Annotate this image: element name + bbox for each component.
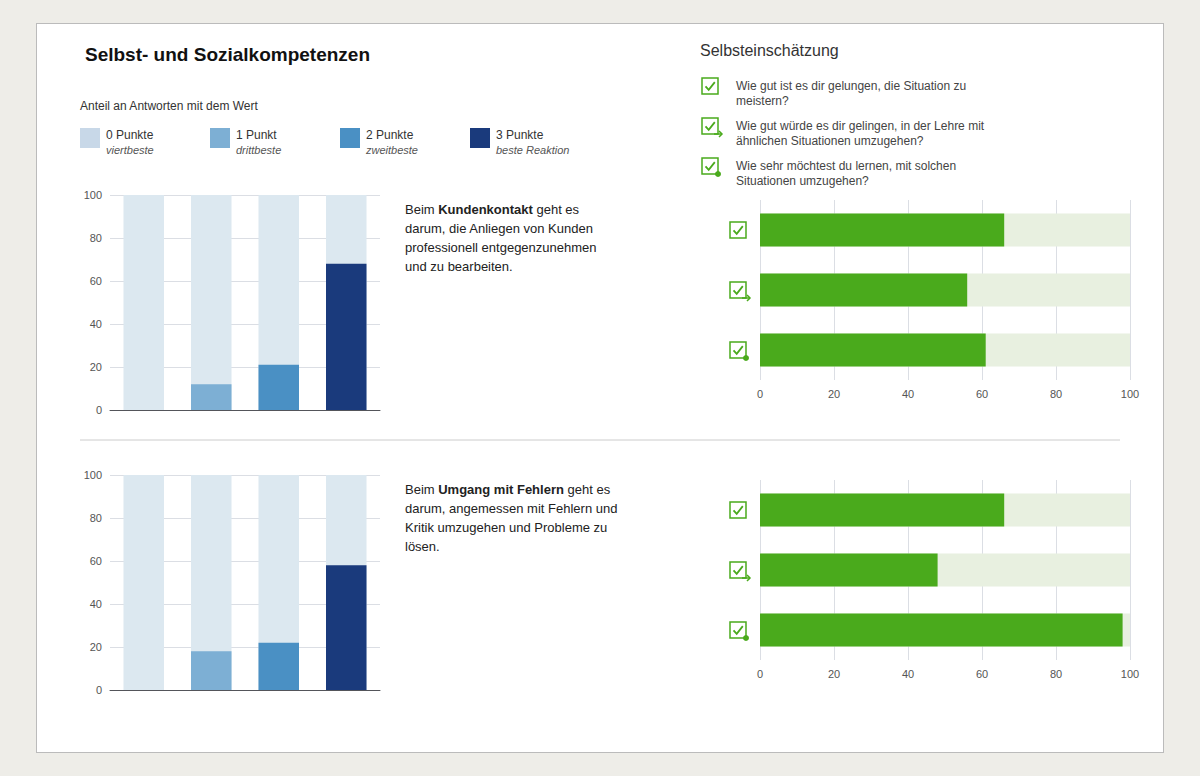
svg-text:geht es: geht es: [564, 482, 611, 497]
svg-text:Beim: Beim: [405, 482, 438, 497]
svg-text:Selbst- und Sozialkompetenzen: Selbst- und Sozialkompetenzen: [85, 44, 370, 65]
svg-text:80: 80: [90, 512, 102, 524]
svg-text:60: 60: [90, 275, 102, 287]
svg-text:zweitbeste: zweitbeste: [365, 144, 418, 156]
svg-text:80: 80: [1050, 668, 1062, 680]
svg-text:20: 20: [828, 388, 840, 400]
svg-text:und zu bearbeiten.: und zu bearbeiten.: [405, 259, 513, 274]
svg-text:60: 60: [976, 388, 988, 400]
svg-text:professionell entgegenzunehmen: professionell entgegenzunehmen: [405, 240, 597, 255]
svg-text:0 Punkte: 0 Punkte: [106, 128, 154, 142]
svg-text:3 Punkte: 3 Punkte: [496, 128, 544, 142]
svg-text:100: 100: [84, 189, 102, 201]
svg-text:80: 80: [90, 232, 102, 244]
svg-text:20: 20: [828, 668, 840, 680]
svg-text:0: 0: [757, 388, 763, 400]
svg-text:Beim: Beim: [405, 202, 438, 217]
svg-text:40: 40: [90, 598, 102, 610]
svg-text:Situationen umzugehen?: Situationen umzugehen?: [736, 174, 869, 188]
svg-text:0: 0: [757, 668, 763, 680]
svg-text:Selbsteinschätzung: Selbsteinschätzung: [700, 42, 839, 59]
svg-text:0: 0: [96, 684, 102, 696]
svg-text:Wie gut ist es dir gelungen, d: Wie gut ist es dir gelungen, die Situati…: [736, 79, 966, 93]
svg-text:darum, angemessen mit Fehlern: darum, angemessen mit Fehlern und: [405, 501, 617, 516]
svg-text:40: 40: [902, 668, 914, 680]
svg-text:drittbeste: drittbeste: [236, 144, 281, 156]
svg-text:viertbeste: viertbeste: [106, 144, 154, 156]
svg-text:Anteil an Antworten mit dem We: Anteil an Antworten mit dem Wert: [80, 99, 259, 113]
svg-text:Umgang mit Fehlern: Umgang mit Fehlern: [438, 482, 564, 497]
svg-text:ähnlichen Situationen umzugehe: ähnlichen Situationen umzugehen?: [736, 134, 924, 148]
svg-text:lösen.: lösen.: [405, 539, 440, 554]
svg-text:100: 100: [1121, 668, 1139, 680]
svg-text:Wie gut würde es dir gelingen,: Wie gut würde es dir gelingen, in der Le…: [736, 119, 985, 133]
svg-text:meistern?: meistern?: [736, 94, 789, 108]
svg-text:darum, die Anliegen von Kunden: darum, die Anliegen von Kunden: [405, 221, 593, 236]
svg-text:100: 100: [1121, 388, 1139, 400]
svg-text:100: 100: [84, 469, 102, 481]
svg-text:60: 60: [90, 555, 102, 567]
svg-text:0: 0: [96, 404, 102, 416]
svg-text:20: 20: [90, 361, 102, 373]
svg-text:40: 40: [90, 318, 102, 330]
svg-text:20: 20: [90, 641, 102, 653]
svg-text:80: 80: [1050, 388, 1062, 400]
svg-text:Kundenkontakt: Kundenkontakt: [438, 202, 533, 217]
svg-text:geht es: geht es: [533, 202, 580, 217]
svg-text:1 Punkt: 1 Punkt: [236, 128, 277, 142]
svg-text:Kritik umzugehen und Probleme: Kritik umzugehen und Probleme zu: [405, 520, 607, 535]
svg-text:beste Reaktion: beste Reaktion: [496, 144, 569, 156]
svg-text:40: 40: [902, 388, 914, 400]
svg-text:60: 60: [976, 668, 988, 680]
svg-text:Wie sehr möchtest du lernen, m: Wie sehr möchtest du lernen, mit solchen: [736, 159, 956, 173]
svg-text:2 Punkte: 2 Punkte: [366, 128, 414, 142]
